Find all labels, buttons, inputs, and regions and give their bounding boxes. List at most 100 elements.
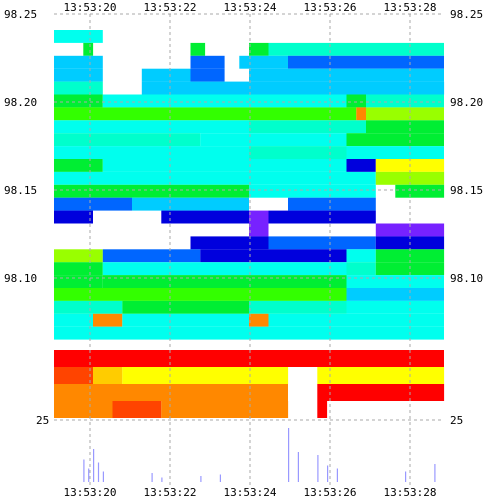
x-tick-label-bottom: 13:53:26 bbox=[304, 486, 357, 499]
y-tick-label-right: 98.10 bbox=[450, 272, 483, 285]
heatmap-cell bbox=[366, 107, 444, 121]
heatmap-cell bbox=[239, 55, 289, 69]
heatmap-cell bbox=[54, 120, 249, 134]
x-tick-label-bottom: 13:53:24 bbox=[224, 486, 277, 499]
heatmap-cell bbox=[346, 146, 444, 159]
volume-bar bbox=[336, 468, 338, 482]
volume-bar bbox=[317, 455, 319, 482]
heatmap-cell bbox=[161, 210, 250, 224]
heatmap-cell bbox=[54, 326, 444, 340]
x-tick-label-bottom: 13:53:20 bbox=[64, 486, 117, 499]
y-tick-label-right: 98.25 bbox=[450, 8, 483, 21]
heatmap-cell bbox=[356, 107, 367, 121]
heatmap-cell bbox=[54, 171, 347, 185]
y-tick-label-right: 98.20 bbox=[450, 96, 483, 109]
volume-bar bbox=[288, 428, 290, 482]
heatmap-cell bbox=[268, 236, 376, 250]
y-tick-label-left: 25 bbox=[36, 414, 49, 427]
y-tick-label-left: 98.25 bbox=[4, 8, 37, 21]
heatmap-cell bbox=[54, 262, 103, 276]
lower-heatmap-cell bbox=[54, 350, 444, 367]
heatmap-cell bbox=[375, 223, 445, 237]
heatmap-cell bbox=[102, 94, 347, 108]
volume-bar bbox=[434, 464, 436, 482]
heatmap-cell bbox=[200, 249, 347, 263]
lower-heatmap-cell bbox=[54, 384, 288, 401]
grid-lines bbox=[54, 13, 444, 486]
heatmap-cell bbox=[102, 275, 347, 288]
y-tick-label-left: 98.15 bbox=[4, 184, 37, 197]
price-heatmap bbox=[54, 30, 445, 340]
heatmap-cell bbox=[249, 210, 269, 224]
heatmap-cell bbox=[346, 249, 376, 263]
heatmap-cell bbox=[249, 120, 366, 134]
x-tick-label-top: 13:53:20 bbox=[64, 1, 117, 14]
heatmap-cell bbox=[346, 288, 444, 301]
heatmap-cell bbox=[190, 55, 225, 69]
lower-heatmap-cell bbox=[317, 384, 445, 401]
heatmap-cell bbox=[141, 68, 191, 82]
heatmap-cell bbox=[54, 313, 93, 327]
heatmap-cell bbox=[54, 159, 103, 172]
heatmap-cell bbox=[54, 55, 103, 69]
heatmap-cell bbox=[268, 42, 444, 56]
x-tick-label-bottom: 13:53:28 bbox=[384, 486, 437, 499]
heatmap-cell bbox=[102, 262, 347, 276]
heatmap-cell bbox=[346, 262, 376, 276]
heatmap-cell bbox=[249, 300, 347, 314]
heatmap-cell bbox=[346, 275, 444, 288]
y-tick-label-right: 25 bbox=[450, 414, 463, 427]
heatmap-cell bbox=[249, 223, 269, 237]
volume-bar bbox=[405, 471, 407, 482]
heatmap-cell bbox=[249, 42, 269, 56]
volume-histogram bbox=[83, 428, 436, 482]
heatmap-cell bbox=[288, 197, 376, 211]
lower-heatmap bbox=[54, 350, 445, 418]
lower-heatmap-cell bbox=[317, 401, 328, 418]
heatmap-cell bbox=[288, 55, 444, 69]
heatmap-cell bbox=[395, 184, 445, 198]
heatmap-cell bbox=[102, 159, 347, 172]
heatmap-cell bbox=[122, 300, 250, 314]
heatmap-cell bbox=[102, 249, 201, 263]
heatmap-cell bbox=[190, 68, 225, 82]
heatmap-cell bbox=[346, 133, 444, 147]
heatmap-cell bbox=[346, 94, 366, 108]
heatmap-cell bbox=[346, 159, 376, 172]
y-tick-label-left: 98.20 bbox=[4, 96, 37, 109]
heatmap-cell bbox=[83, 42, 94, 56]
heatmap-cell bbox=[190, 42, 206, 56]
volume-bar bbox=[161, 477, 163, 482]
x-tick-label-top: 13:53:24 bbox=[224, 1, 277, 14]
x-tick-label-top: 13:53:28 bbox=[384, 1, 437, 14]
heatmap-cell bbox=[346, 300, 444, 314]
volume-bar bbox=[151, 473, 153, 482]
heatmap-cell bbox=[54, 249, 103, 263]
heatmap-cell bbox=[141, 81, 445, 95]
lower-heatmap-cell bbox=[93, 367, 123, 384]
heatmap-cell bbox=[249, 184, 376, 198]
heatmap-cell bbox=[122, 313, 250, 327]
volume-bar bbox=[88, 468, 90, 482]
heatmap-cell bbox=[366, 120, 444, 134]
heatmap-cell bbox=[200, 133, 347, 147]
heatmap-cell bbox=[54, 94, 103, 108]
heatmap-cell bbox=[249, 313, 269, 327]
heatmap-cell bbox=[54, 275, 103, 288]
heatmap-cell bbox=[366, 94, 444, 108]
heatmap-cell bbox=[54, 210, 93, 224]
heatmap-cell bbox=[268, 313, 444, 327]
lower-heatmap-cell bbox=[54, 401, 113, 418]
y-tick-label-left: 98.10 bbox=[4, 272, 37, 285]
heatmap-cell bbox=[54, 68, 103, 82]
lower-heatmap-cell bbox=[317, 367, 445, 384]
heatmap-cell bbox=[93, 313, 123, 327]
volume-bar bbox=[327, 465, 329, 482]
heatmap-cell bbox=[268, 210, 376, 224]
volume-bar bbox=[102, 471, 104, 482]
volume-bar bbox=[93, 449, 95, 482]
heatmap-cell bbox=[249, 68, 444, 82]
heatmap-cell bbox=[249, 146, 347, 159]
volume-bar bbox=[219, 474, 221, 482]
